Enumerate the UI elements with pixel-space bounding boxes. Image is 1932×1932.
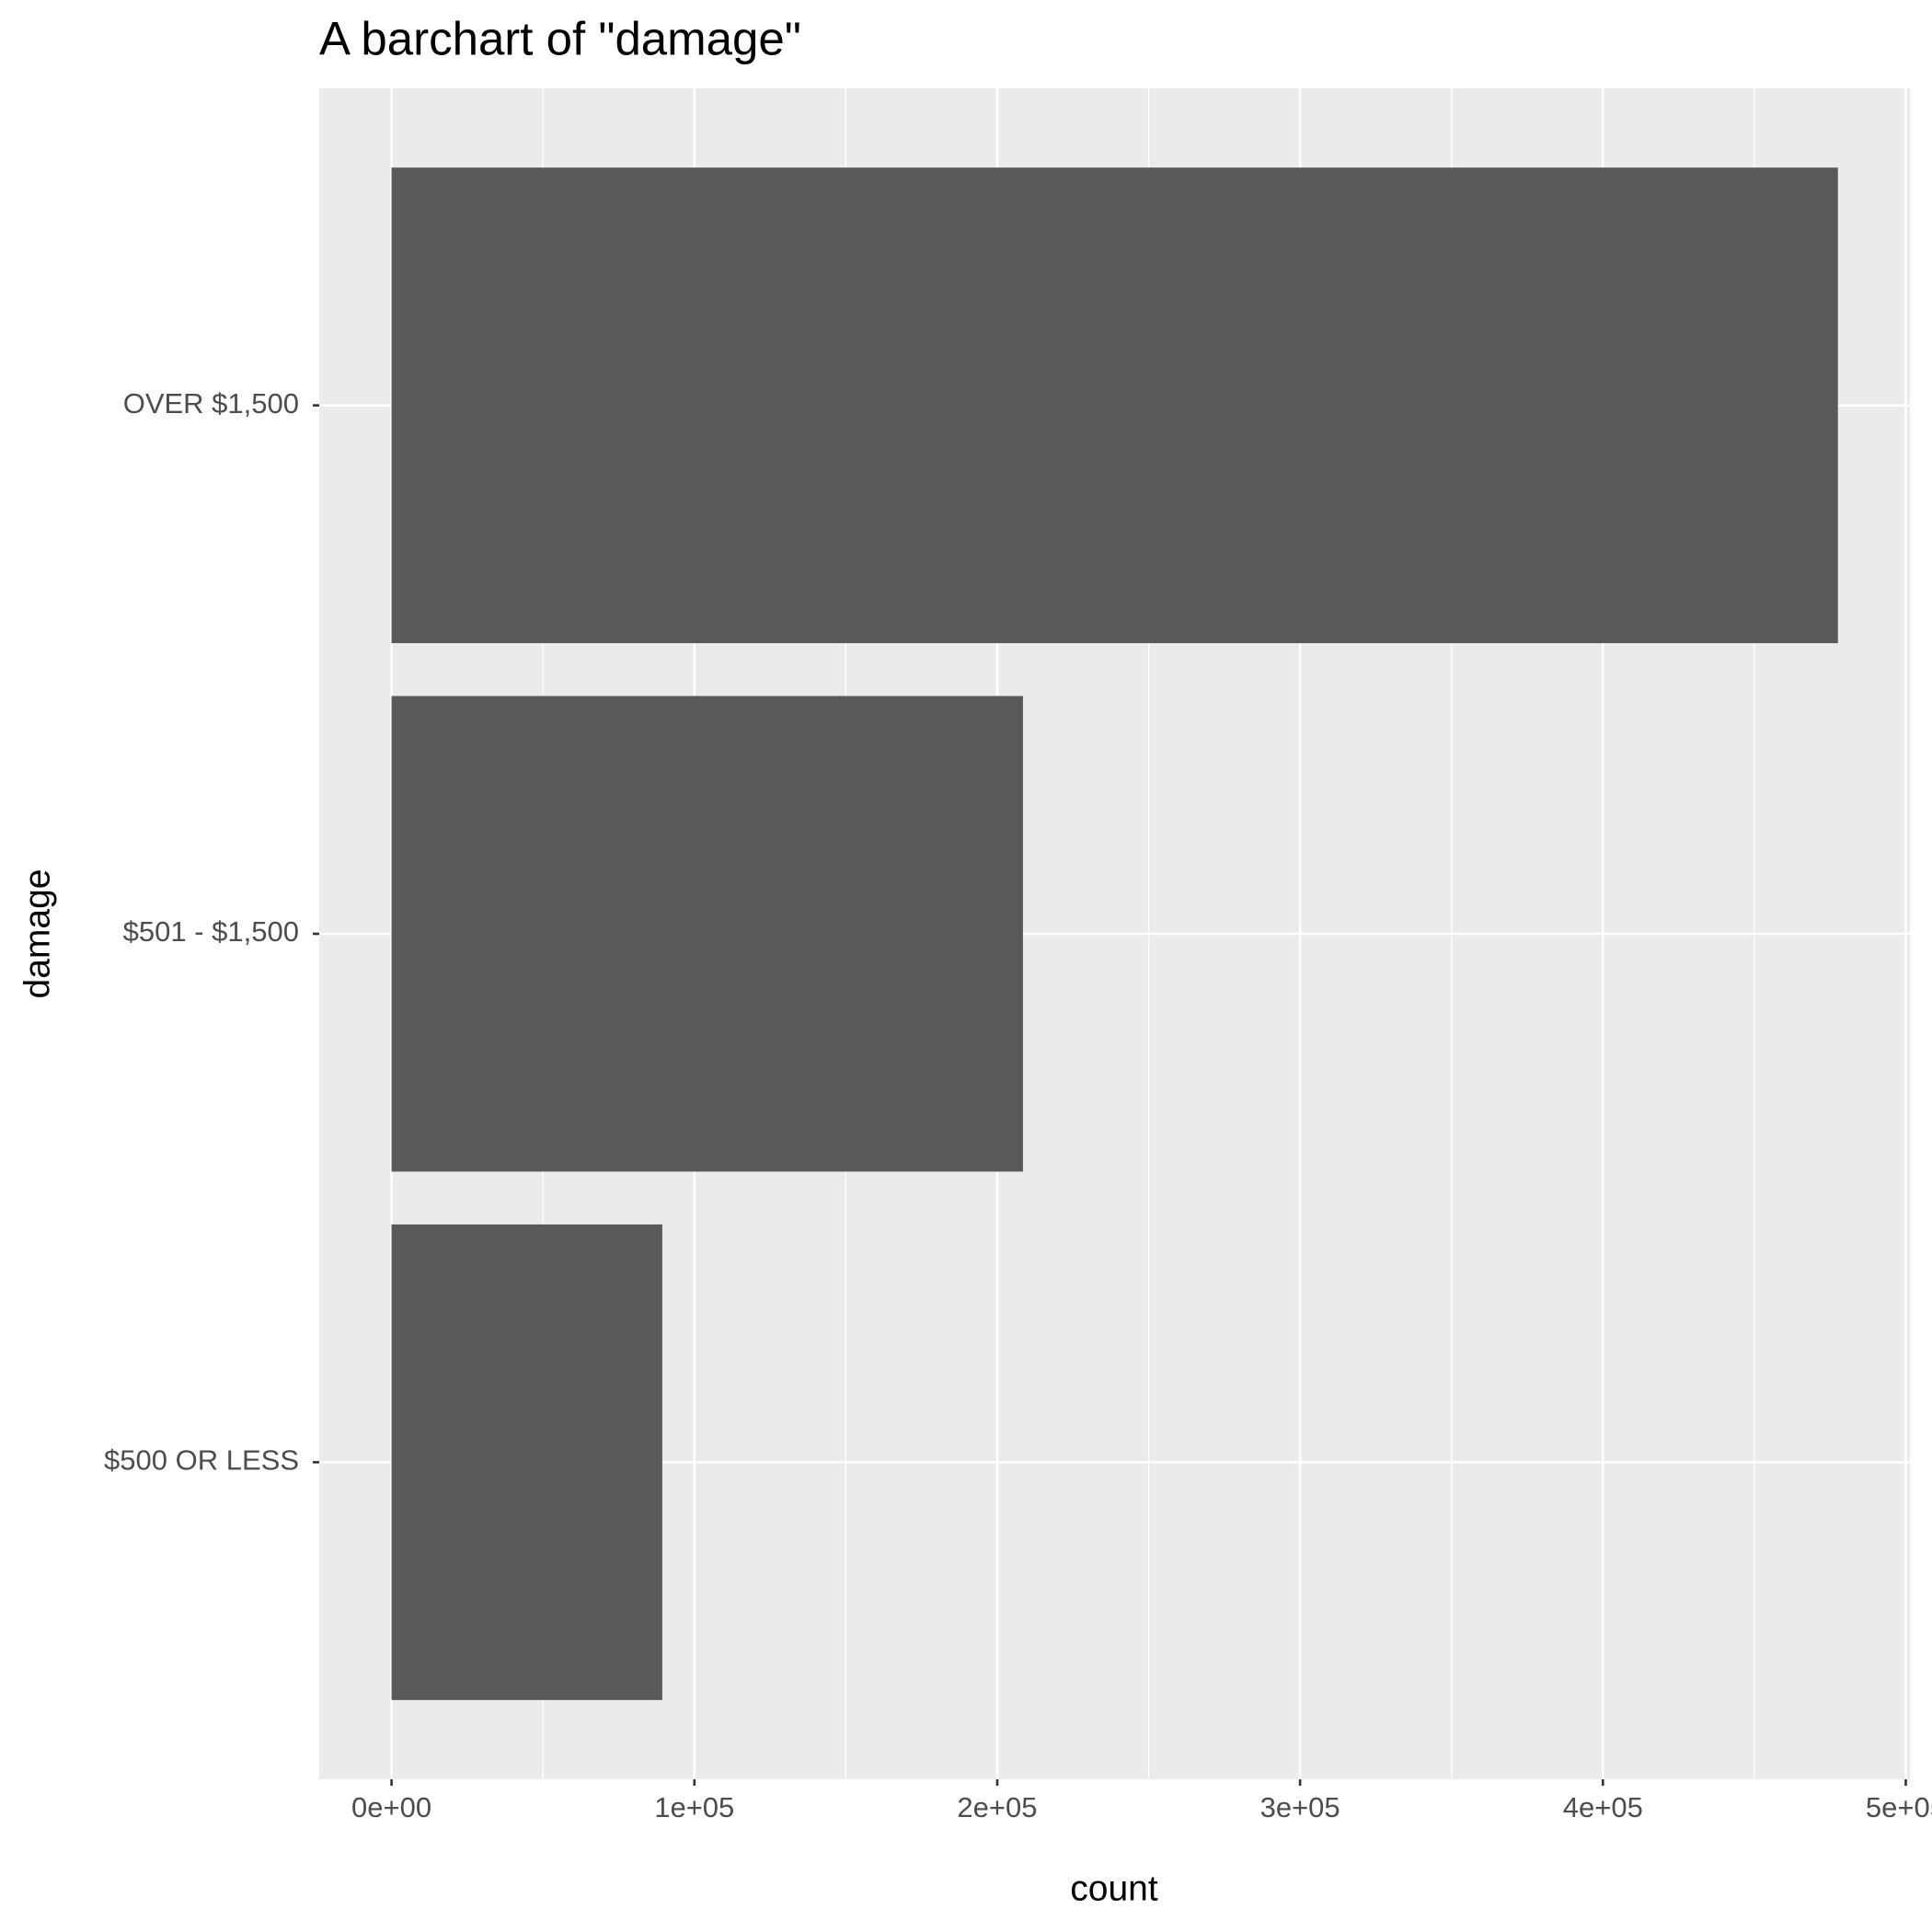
y-tick-label: OVER $1,500 xyxy=(123,387,299,420)
y-axis-title: damage xyxy=(17,869,57,999)
x-tick-label: 0e+00 xyxy=(351,1791,431,1823)
bar xyxy=(391,1224,662,1700)
x-tick-label: 3e+05 xyxy=(1260,1791,1340,1823)
x-tick-label: 1e+05 xyxy=(654,1791,734,1823)
x-axis-title: count xyxy=(1070,1869,1158,1908)
chart-title: A barchart of "damage" xyxy=(319,12,801,64)
bar xyxy=(391,167,1838,644)
x-tick-label: 2e+05 xyxy=(957,1791,1037,1823)
x-tick-label: 4e+05 xyxy=(1563,1791,1643,1823)
bar xyxy=(391,696,1023,1172)
y-tick-label: $501 - $1,500 xyxy=(123,915,299,948)
y-tick-label: $500 OR LESS xyxy=(104,1444,299,1477)
x-tick-label: 5e+05 xyxy=(1866,1791,1932,1823)
